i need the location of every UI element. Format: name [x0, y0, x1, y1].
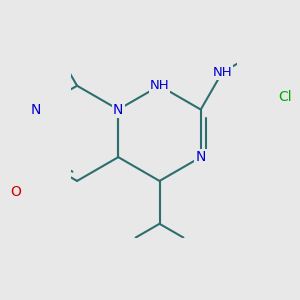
Text: NH: NH — [150, 79, 169, 92]
Text: NH: NH — [212, 66, 232, 79]
Text: N: N — [196, 150, 206, 164]
Text: N: N — [31, 103, 41, 116]
Text: N: N — [113, 103, 124, 116]
Text: O: O — [10, 185, 21, 199]
Text: Cl: Cl — [278, 90, 292, 104]
